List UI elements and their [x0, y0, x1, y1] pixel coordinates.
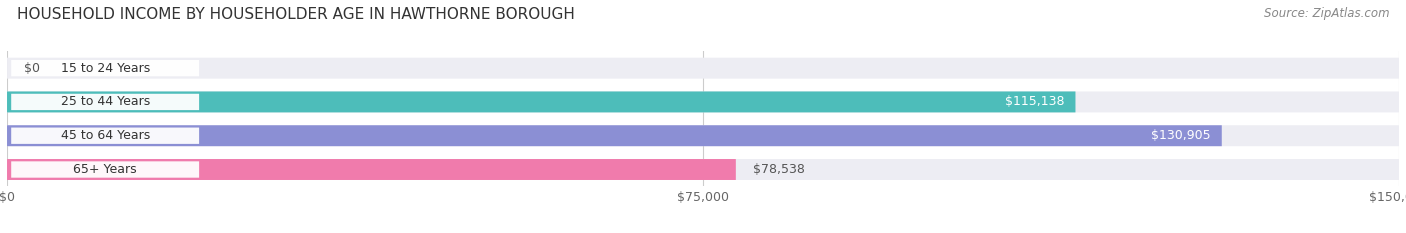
Text: Source: ZipAtlas.com: Source: ZipAtlas.com — [1264, 7, 1389, 20]
Text: $0: $0 — [24, 62, 39, 75]
FancyBboxPatch shape — [7, 159, 1399, 180]
FancyBboxPatch shape — [11, 161, 200, 178]
FancyBboxPatch shape — [7, 58, 1399, 79]
FancyBboxPatch shape — [7, 92, 1076, 112]
FancyBboxPatch shape — [11, 60, 200, 76]
FancyBboxPatch shape — [7, 125, 1222, 146]
FancyBboxPatch shape — [7, 125, 1399, 146]
Text: HOUSEHOLD INCOME BY HOUSEHOLDER AGE IN HAWTHORNE BOROUGH: HOUSEHOLD INCOME BY HOUSEHOLDER AGE IN H… — [17, 7, 575, 22]
Text: 15 to 24 Years: 15 to 24 Years — [60, 62, 150, 75]
FancyBboxPatch shape — [7, 92, 1399, 112]
FancyBboxPatch shape — [11, 94, 200, 110]
Text: $78,538: $78,538 — [752, 163, 804, 176]
Text: $115,138: $115,138 — [1005, 96, 1064, 108]
Text: $130,905: $130,905 — [1152, 129, 1211, 142]
Text: 45 to 64 Years: 45 to 64 Years — [60, 129, 150, 142]
Text: 65+ Years: 65+ Years — [73, 163, 136, 176]
FancyBboxPatch shape — [11, 127, 200, 144]
FancyBboxPatch shape — [7, 159, 735, 180]
Text: 25 to 44 Years: 25 to 44 Years — [60, 96, 150, 108]
